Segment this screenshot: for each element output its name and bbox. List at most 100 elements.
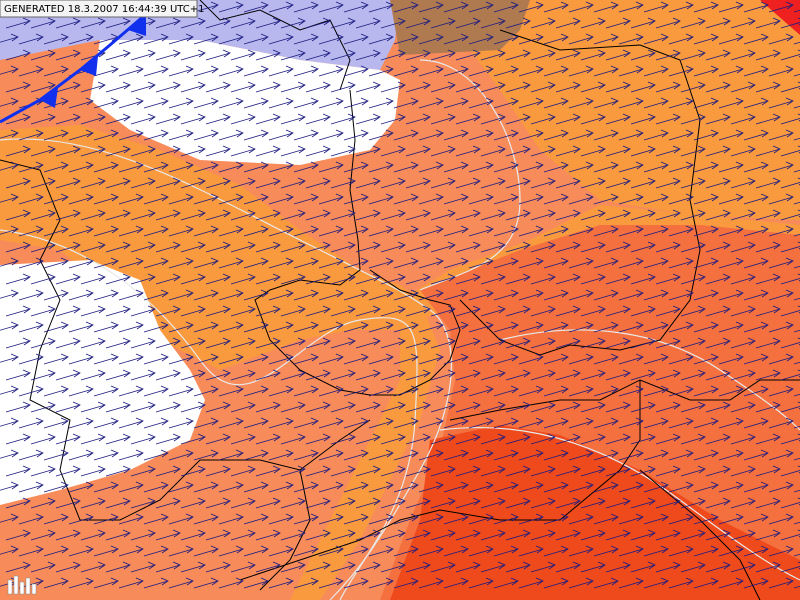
wind-arrow [55,497,81,509]
wind-arrow [5,145,31,157]
wind-arrow [555,305,581,317]
wind-arrow [718,289,744,301]
wind-arrow [505,369,531,381]
wind-arrow [305,561,331,573]
wind-arrow [693,577,719,589]
wind-arrow [68,321,94,333]
wind-arrow [255,401,281,413]
wind-arrow [530,433,556,445]
wind-arrow [743,289,769,301]
wind-arrow [418,257,444,269]
wind-arrow [768,513,794,525]
wind-arrow [743,257,769,269]
wind-arrow [580,497,606,509]
wind-arrow [755,145,781,157]
wind-arrow [593,353,619,365]
wind-arrow [93,97,119,109]
wind-arrow [80,17,106,29]
wind-arrow [280,241,306,253]
wind-arrow [380,209,406,221]
wind-arrow [155,561,181,573]
wind-arrow [293,481,319,493]
wind-arrow [80,81,106,93]
border [639,469,761,600]
wind-arrow [93,225,119,237]
wind-arrow [268,289,294,301]
wind-arrow [480,369,506,381]
wind-arrow [755,369,781,381]
wind-arrow [730,337,756,349]
wind-arrow [68,545,94,557]
wind-arrow [555,433,581,445]
wind-arrow [368,33,394,45]
wind-arrow [380,529,406,541]
wind-arrow [405,273,431,285]
wind-arrow [605,305,631,317]
wind-arrow [268,129,294,141]
wind-arrow [393,385,419,397]
wind-arrow [243,193,269,205]
wind-arrow [493,33,519,45]
wind-arrow [743,161,769,173]
wind-arrow [243,65,269,77]
wind-arrow [255,273,281,285]
wind-arrow [718,65,744,77]
wind-arrow [280,401,306,413]
wind-arrow [368,449,394,461]
wind-arrow [193,257,219,269]
wind-arrow [755,113,781,125]
wind-arrow [618,385,644,397]
wind-arrow [455,177,481,189]
wind-arrow [643,545,669,557]
wind-arrow [780,145,800,157]
wind-arrow [618,321,644,333]
wind-arrow [118,353,144,365]
wind-arrow [318,577,344,589]
wind-arrow [655,529,681,541]
wind-arrow [718,161,744,173]
wind-arrow [118,65,144,77]
wind-arrow [493,577,519,589]
wind-arrow [593,257,619,269]
wind-arrow [380,401,406,413]
wind-arrow [193,65,219,77]
wind-arrow [605,177,631,189]
wind-arrow [218,481,244,493]
wind-arrow [193,193,219,205]
wind-arrow [643,1,669,13]
wind-arrow [755,465,781,477]
wind-arrow [793,201,800,205]
wind-arrow [793,489,800,493]
wind-arrow [143,513,169,525]
wind-arrow [318,193,344,205]
wind-arrow [555,177,581,189]
wind-arrow [430,113,456,125]
wind-arrow [168,225,194,237]
wind-arrow [43,97,69,109]
wind-arrow [255,145,281,157]
wind-arrow [480,273,506,285]
wind-arrow [655,401,681,413]
wind-arrow [118,513,144,525]
wind-arrow [80,433,106,445]
wind-arrow [705,401,731,413]
logo [7,575,37,595]
wind-arrow [18,129,44,141]
wind-arrow [468,225,494,237]
wind-arrow [430,529,456,541]
wind-arrow [293,161,319,173]
wind-arrow [793,393,800,397]
wind-arrow [630,209,656,221]
wind-arrow [618,1,644,13]
wind-arrow [143,417,169,429]
wind-arrow [143,97,169,109]
wind-arrow [718,417,744,429]
wind-arrow [443,257,469,269]
wind-arrow [230,273,256,285]
wind-arrow [105,401,131,413]
wind-arrow [543,161,569,173]
wind-arrow [555,81,581,93]
wind-arrow [318,481,344,493]
wind-arrow [455,81,481,93]
wind-arrow [593,65,619,77]
